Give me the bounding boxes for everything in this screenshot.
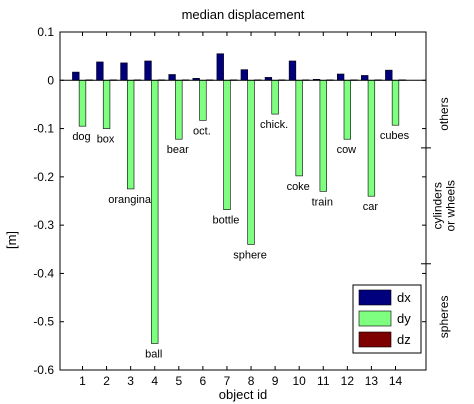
bar-dx-3	[120, 62, 128, 81]
bar-dy-1	[78, 79, 87, 127]
group-label: or wheels	[444, 180, 458, 231]
bar-dy-13	[367, 79, 376, 197]
x-tick-label: 11	[317, 374, 330, 388]
object-name-label: chick.	[260, 119, 288, 131]
object-name-label: car	[363, 201, 379, 213]
legend-items: dx dy dz	[358, 289, 411, 348]
bar-dx-5	[168, 74, 176, 81]
x-tick-label: 12	[341, 374, 355, 388]
legend-swatch-dy	[358, 310, 392, 327]
legend-swatch-dz	[358, 331, 392, 348]
group-label: spheres	[437, 296, 451, 339]
y-tick-label: -0.4	[33, 266, 54, 280]
bar-dy-9	[271, 79, 279, 115]
x-tick-label: 6	[200, 374, 207, 388]
bars-layer	[72, 53, 406, 344]
bar-dy-8	[247, 79, 255, 245]
object-name-label: ball	[145, 348, 162, 360]
y-tick-label: -0.5	[33, 315, 54, 329]
y-axis-label: [m]	[4, 231, 19, 249]
object-name-label: train	[312, 196, 333, 208]
object-name-label: sphere	[233, 249, 267, 261]
plot-frame	[59, 31, 427, 371]
object-name-label: bottle	[213, 215, 240, 227]
chart-title: median displacement	[182, 7, 305, 22]
bar-dx-1	[72, 71, 80, 81]
x-tick-label: 9	[272, 374, 279, 388]
bar-dy-10	[295, 79, 303, 177]
x-tick-label: 1	[79, 374, 86, 388]
legend-label-dx: dx	[397, 290, 411, 305]
object-labels: dog box orangina ball bear oct. bottle sphere ch…	[72, 119, 409, 360]
bar-dy-11	[319, 79, 327, 192]
y-tick-label: 0	[47, 73, 54, 87]
legend-label-dz: dz	[397, 332, 411, 347]
bar-dy-12	[343, 79, 351, 140]
legend-swatch-dx	[358, 289, 392, 306]
x-tick-label: 7	[224, 374, 231, 388]
x-tick-label: 13	[365, 374, 379, 388]
object-name-label: box	[97, 134, 115, 146]
bar-dx-7	[216, 53, 224, 81]
bar-dy-3	[127, 79, 135, 190]
bar-dx-10	[288, 60, 297, 81]
x-tick-label: 2	[103, 374, 110, 388]
bar-dy-2	[102, 79, 111, 129]
bar-dy-7	[223, 79, 231, 211]
bar-dy-5	[175, 79, 183, 140]
bar-dy-14	[391, 79, 400, 126]
x-tick-label: 3	[127, 374, 134, 388]
bar-dx-13	[361, 75, 369, 81]
group-label: cylinders	[431, 182, 445, 229]
bar-dx-4	[144, 60, 152, 81]
x-axis-label: object id	[219, 387, 267, 402]
bar-dx-2	[96, 61, 104, 81]
bar-dx-12	[336, 73, 345, 81]
y-tick-label: -0.3	[33, 218, 54, 232]
x-tick-label: 14	[389, 374, 403, 388]
y-axis-ticks: 0.1 0 -0.1 -0.2 -0.3 -0.4 -0.5 -0.6	[33, 25, 426, 377]
group-label: others	[437, 97, 451, 130]
object-name-label: oct.	[193, 125, 211, 137]
x-tick-label: 5	[175, 374, 182, 388]
bar-dy-6	[199, 79, 207, 121]
object-name-label: dog	[72, 131, 90, 143]
group-labels: others cylinders or wheels spheres	[421, 97, 458, 338]
x-tick-label: 10	[293, 374, 307, 388]
bar-dy-4	[151, 79, 159, 344]
bar-dx-14	[385, 69, 393, 81]
object-name-label: coke	[287, 181, 310, 193]
legend-label-dy: dy	[397, 311, 411, 326]
bar-dx-8	[240, 69, 248, 81]
legend: dx dy dz	[352, 284, 422, 354]
object-name-label: cubes	[380, 130, 410, 142]
y-tick-label: 0.1	[37, 25, 54, 39]
x-tick-label: 8	[248, 374, 255, 388]
object-name-label: orangina	[108, 194, 152, 206]
x-axis-ticks: 1 2 3 4 5 6 7 8 9 10 11 12 13 14	[79, 32, 402, 388]
x-tick-label: 4	[151, 374, 158, 388]
y-tick-label: -0.6	[33, 363, 54, 377]
y-tick-label: -0.2	[33, 170, 54, 184]
object-name-label: cow	[337, 144, 357, 156]
object-name-label: bear	[167, 144, 189, 156]
y-tick-label: -0.1	[33, 122, 54, 136]
